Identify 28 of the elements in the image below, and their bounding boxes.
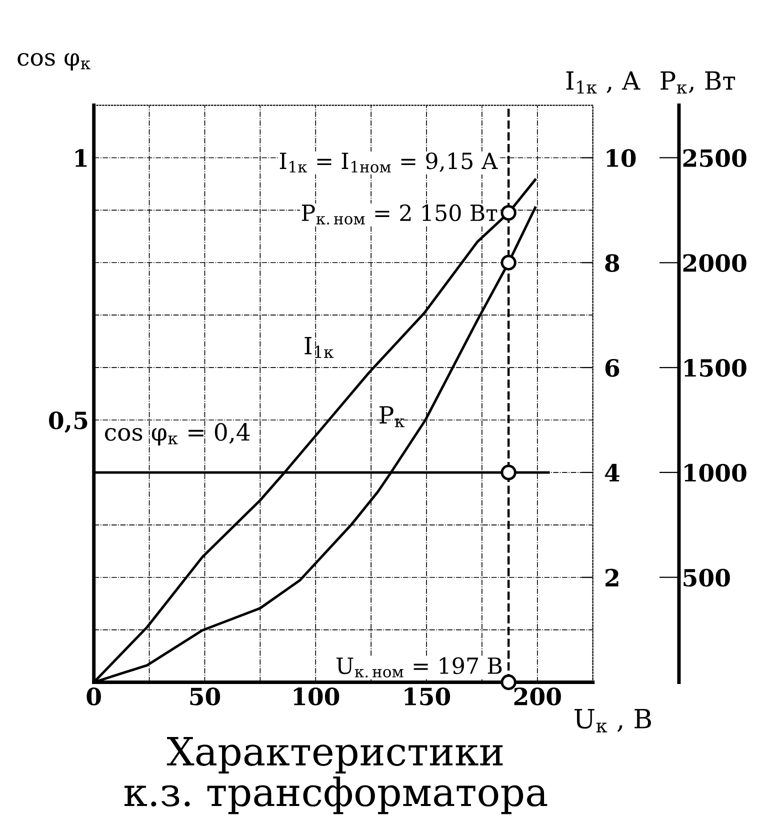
y-tick-label: 1 [75,149,87,167]
y3-tick-label: 1000 [684,464,746,482]
series-label: I$_{1к}$ [304,337,334,358]
y3-tick-label: 2500 [683,149,746,168]
annotation: I$_{1к}$ = I$_{1ном}$ = 9,15 А [280,152,498,173]
series-label: P$_{к}$ [380,406,405,428]
y2-tick-label: 2 [606,568,618,586]
series-label: cos φ$_{к}$ = 0,4 [105,423,250,446]
x-tick-label: 100 [294,688,340,706]
x-tick-label: 0 [86,688,101,706]
y-tick-label: 0,5 [49,411,88,433]
y2-tick-label: 8 [605,254,620,272]
y2-axis-title: I$_{1к}$ , А [566,71,640,94]
x-axis-title: U$_{к}$ , В [574,709,651,732]
y3-tick-label: 2000 [683,254,746,272]
annotation: U$_{к.ном}$ = 197 В [336,657,502,678]
y2-tick-label: 4 [604,464,620,482]
y2-tick-label: 6 [605,358,620,377]
y3-tick-label: 500 [684,568,730,587]
y2-tick-label: 10 [606,149,636,168]
y-axis-title: cos φ$_{к}$ [18,52,90,70]
x-tick-label: 150 [404,688,450,706]
x-tick-label: 50 [190,688,220,706]
x-tick-label: 200 [514,688,561,706]
annotation: P$_{к.ном}$ = 2 150 Вт [302,204,498,225]
y3-axis-title: P$_{к}$, Вт [660,71,736,94]
text: Характеристики к.з. трансформатора [124,737,548,814]
y3-tick-label: 1500 [684,358,746,377]
